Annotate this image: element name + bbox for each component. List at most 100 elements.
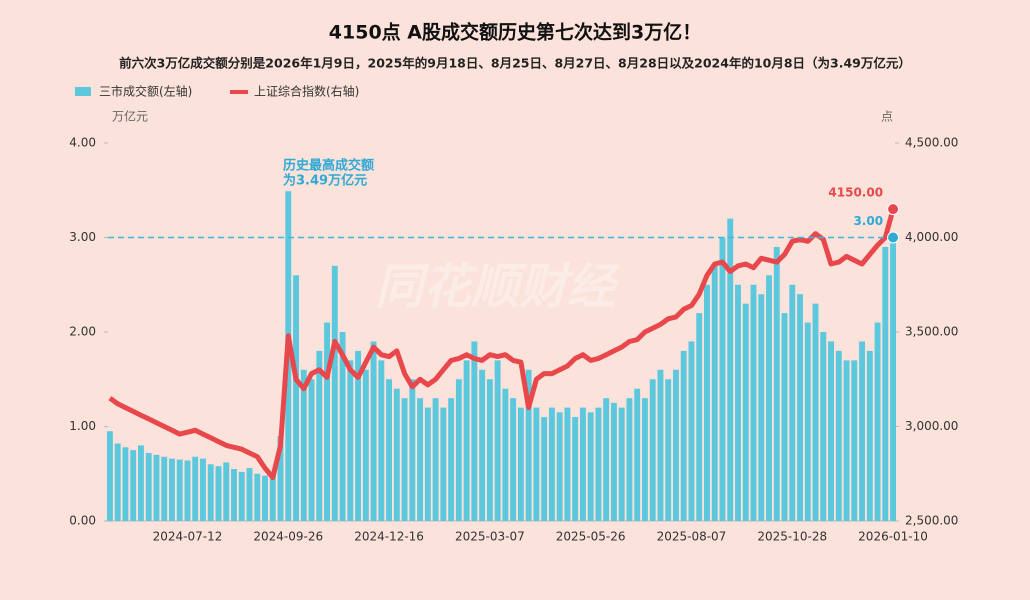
bar bbox=[750, 284, 757, 521]
x-tick-label: 2024-12-16 bbox=[354, 530, 424, 544]
point-marker bbox=[887, 203, 900, 216]
bar bbox=[300, 369, 307, 521]
bar bbox=[169, 458, 175, 521]
bar bbox=[742, 303, 749, 521]
bar bbox=[262, 475, 268, 521]
bar bbox=[362, 369, 369, 521]
bar bbox=[269, 471, 276, 521]
bar bbox=[370, 341, 377, 521]
bar bbox=[463, 360, 470, 521]
bar bbox=[114, 443, 121, 521]
y2-tick-label: 4,500.00 bbox=[905, 136, 958, 150]
bar bbox=[192, 456, 199, 521]
bar bbox=[130, 450, 137, 521]
bar bbox=[308, 379, 315, 521]
bar bbox=[641, 398, 648, 521]
bar bbox=[277, 435, 284, 521]
bar bbox=[688, 341, 695, 521]
bar bbox=[890, 237, 897, 521]
watermark: 同花顺财经 bbox=[375, 259, 621, 315]
bar bbox=[355, 350, 362, 521]
bar bbox=[510, 398, 517, 521]
bar bbox=[138, 445, 144, 521]
data-label: 3.00 bbox=[853, 214, 883, 228]
bar bbox=[339, 332, 346, 521]
y-tick-label: 3.00 bbox=[69, 230, 96, 244]
bar bbox=[556, 412, 563, 521]
bar bbox=[517, 407, 524, 521]
bar bbox=[649, 379, 656, 521]
bar bbox=[618, 407, 625, 521]
bar bbox=[106, 431, 113, 521]
bar bbox=[254, 473, 261, 521]
bar bbox=[207, 464, 214, 521]
bar bbox=[417, 398, 424, 521]
bar bbox=[424, 407, 431, 521]
bar bbox=[735, 284, 741, 521]
chart-subtitle: 前六次3万亿成交额分别是2026年1月9日，2025年的9月18日、8月25日、… bbox=[119, 56, 911, 71]
bar bbox=[843, 360, 850, 521]
y-tick-label: 1.00 bbox=[69, 419, 96, 433]
bar bbox=[766, 275, 772, 521]
bar bbox=[432, 398, 439, 521]
bar bbox=[231, 469, 237, 521]
bar bbox=[851, 360, 858, 521]
bar bbox=[502, 388, 509, 521]
bar bbox=[789, 284, 796, 521]
y-tick-label: 4.00 bbox=[69, 136, 96, 150]
bar bbox=[448, 398, 455, 521]
bar bbox=[161, 456, 168, 521]
bar bbox=[673, 369, 679, 521]
bar bbox=[246, 468, 253, 521]
x-tick-label: 2026-01-10 bbox=[858, 530, 928, 544]
bar bbox=[812, 303, 819, 521]
bar bbox=[440, 407, 447, 521]
bar bbox=[153, 454, 160, 521]
bar bbox=[393, 388, 400, 521]
bar bbox=[797, 294, 803, 521]
x-tick-label: 2025-03-07 bbox=[455, 530, 525, 544]
bar bbox=[386, 379, 393, 521]
bar bbox=[719, 237, 726, 521]
line bbox=[108, 208, 896, 480]
x-tick-label: 2025-05-26 bbox=[556, 530, 626, 544]
x-tick-label: 2024-07-12 bbox=[153, 530, 223, 544]
x-tick-label: 2024-09-26 bbox=[253, 530, 323, 544]
bar bbox=[882, 246, 889, 521]
bar bbox=[572, 417, 579, 521]
data-label: 4150.00 bbox=[828, 186, 883, 200]
bar bbox=[595, 407, 602, 521]
bar bbox=[773, 246, 780, 521]
bar bbox=[564, 407, 571, 521]
bar bbox=[820, 332, 827, 521]
bar bbox=[828, 341, 834, 521]
bar bbox=[479, 369, 486, 521]
bar bbox=[587, 412, 594, 521]
y2-tick-label: 3,500.00 bbox=[905, 325, 958, 339]
point-marker bbox=[887, 231, 900, 244]
bar bbox=[835, 350, 842, 521]
y-axis-unit: 万亿元 bbox=[112, 109, 148, 124]
bar bbox=[238, 471, 245, 521]
y2-tick-label: 3,000.00 bbox=[905, 419, 958, 433]
bar bbox=[804, 322, 811, 521]
bar bbox=[378, 360, 385, 521]
y-tick-label: 2.00 bbox=[69, 325, 96, 339]
bar bbox=[401, 398, 408, 521]
legend-swatch bbox=[75, 87, 91, 96]
y2-tick-label: 4,000.00 bbox=[905, 230, 958, 244]
bar bbox=[324, 322, 330, 521]
legend-label: 三市成交额(左轴) bbox=[99, 84, 192, 99]
bar bbox=[486, 379, 493, 521]
bar bbox=[781, 313, 788, 521]
bar bbox=[122, 447, 129, 521]
bar bbox=[223, 462, 230, 521]
bar bbox=[610, 402, 617, 521]
bar bbox=[704, 284, 710, 521]
bar bbox=[184, 460, 191, 521]
y2-tick-label: 2,500.00 bbox=[905, 514, 958, 528]
bar bbox=[533, 407, 540, 521]
bar bbox=[293, 275, 299, 521]
bar bbox=[579, 407, 586, 521]
